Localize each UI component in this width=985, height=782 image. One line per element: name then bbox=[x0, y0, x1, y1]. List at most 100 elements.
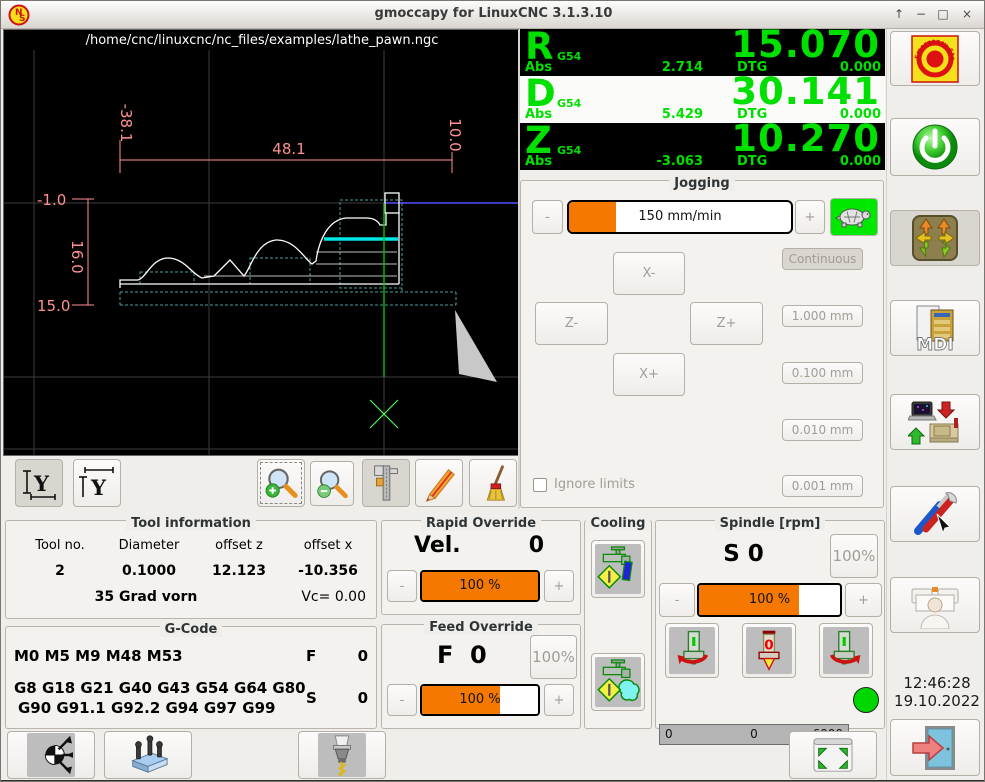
loaded-file-path: /home/cnc/linuxcnc/nc_files/examples/lat… bbox=[85, 33, 439, 48]
emergency-stop-icon: Emergency-Stop bbox=[911, 35, 959, 83]
s-label: S bbox=[306, 689, 317, 707]
rapid-override-bar[interactable]: 100 % bbox=[420, 570, 540, 602]
spindle-right-button[interactable] bbox=[819, 623, 873, 678]
minimize-button[interactable]: − bbox=[915, 7, 927, 21]
f-label: F bbox=[306, 647, 317, 665]
user-settings-button[interactable] bbox=[890, 577, 980, 633]
feed-minus-button[interactable]: - bbox=[387, 684, 417, 716]
jog-increment-1mm-button[interactable]: 1.000 mm bbox=[782, 305, 863, 327]
run-program-icon bbox=[908, 398, 962, 446]
block-height-button[interactable] bbox=[104, 731, 192, 779]
jog-increment-0001mm-button[interactable]: 0.001 mm bbox=[782, 475, 863, 497]
abs-value: 2.714 bbox=[661, 60, 703, 75]
jog-x-minus-button[interactable]: X- bbox=[613, 252, 685, 295]
dimension-y-small-icon: Y bbox=[19, 465, 59, 501]
turtle-speed-button[interactable] bbox=[830, 198, 878, 236]
feed-override-value: 100 % bbox=[459, 692, 501, 708]
range-min: 0 bbox=[665, 727, 673, 741]
abs-label: Abs bbox=[525, 154, 553, 169]
vc-value: Vc= 0.00 bbox=[301, 589, 366, 605]
svg-text:Y: Y bbox=[90, 475, 107, 500]
rapid-minus-button[interactable]: - bbox=[387, 570, 417, 602]
mist-coolant-button[interactable] bbox=[591, 653, 645, 711]
spindle-override-bar[interactable]: 100 % bbox=[697, 583, 842, 617]
touch-off-button[interactable] bbox=[7, 731, 95, 779]
flood-icon bbox=[595, 544, 641, 594]
dro-panel[interactable]: R G54 15.070 Abs 2.714 DTG 0.000 D G54 3… bbox=[520, 23, 885, 170]
tool-no-header: Tool no. bbox=[35, 538, 85, 553]
mdi-mode-button[interactable]: MDI bbox=[890, 300, 980, 356]
maximize-button[interactable]: □ bbox=[937, 7, 949, 21]
jog-increment-001mm-button[interactable]: 0.010 mm bbox=[782, 419, 863, 441]
spindle-left-button[interactable] bbox=[665, 623, 719, 678]
diameter-header: Diameter bbox=[118, 538, 180, 553]
shade-window-button[interactable]: ↑ bbox=[893, 7, 905, 21]
axis-letter: R bbox=[525, 25, 554, 68]
offset-z-header: offset z bbox=[215, 538, 263, 553]
turtle-icon bbox=[834, 203, 874, 231]
active-g-codes-line1: G8 G18 G21 G40 G43 G54 G64 G80 bbox=[14, 679, 306, 697]
pane-separator[interactable] bbox=[518, 30, 520, 509]
ignore-limits-checkbox[interactable] bbox=[533, 478, 547, 492]
abs-value: 5.429 bbox=[661, 107, 703, 122]
tool-settings-button[interactable] bbox=[298, 731, 386, 779]
spindle-minus-button[interactable]: - bbox=[659, 583, 695, 617]
exit-button[interactable] bbox=[890, 719, 980, 776]
dro-row-x[interactable]: R G54 15.070 Abs 2.714 DTG 0.000 bbox=[520, 23, 885, 76]
gcode-title: G-Code bbox=[159, 622, 223, 637]
feed-override-bar[interactable]: 100 % bbox=[420, 684, 540, 716]
abs-label: Abs bbox=[525, 107, 553, 122]
jog-increment-continuous-button[interactable]: Continuous bbox=[782, 248, 863, 270]
measure-tool-button[interactable] bbox=[362, 459, 410, 507]
jog-increment-01mm-button[interactable]: 0.100 mm bbox=[782, 362, 863, 384]
draw-path-button[interactable] bbox=[415, 459, 463, 507]
jog-x-plus-button[interactable]: X+ bbox=[613, 353, 685, 396]
dimension-size-large-button[interactable]: Y bbox=[73, 459, 121, 507]
auto-mode-button[interactable] bbox=[890, 394, 980, 450]
cooling-title: Cooling bbox=[585, 516, 651, 531]
workpiece-icon bbox=[125, 734, 171, 776]
gcode-frame: G-Code M0 M5 M9 M48 M53 F 0 G8 G18 G21 G… bbox=[5, 622, 377, 729]
s-value: 0 bbox=[357, 689, 368, 707]
svg-text:N: N bbox=[15, 8, 23, 18]
jog-speed-bar[interactable]: 150 mm/min bbox=[567, 200, 793, 234]
machine-on-button[interactable] bbox=[890, 118, 980, 176]
dro-row-z[interactable]: Z G54 10.270 Abs -3.063 DTG 0.000 bbox=[520, 117, 885, 170]
active-m-codes: M0 M5 M9 M48 M53 bbox=[14, 647, 183, 665]
dimension-size-small-button[interactable]: Y bbox=[15, 459, 63, 507]
zoom-in-button[interactable] bbox=[257, 459, 305, 507]
titlebar[interactable]: N S gmoccapy for LinuxCNC 3.1.3.10 ↑ − □… bbox=[1, 1, 984, 29]
jog-speed-minus-button[interactable]: - bbox=[532, 200, 563, 234]
clear-plot-button[interactable] bbox=[469, 459, 517, 507]
range-current: 0 bbox=[750, 727, 758, 741]
axis-value: 30.141 bbox=[731, 70, 880, 113]
close-button[interactable]: × bbox=[961, 7, 973, 21]
jog-z-plus-button[interactable]: Z+ bbox=[690, 302, 763, 345]
jog-z-minus-button[interactable]: Z- bbox=[535, 302, 608, 345]
spindle-at-speed-led bbox=[853, 687, 879, 713]
settings-button[interactable] bbox=[890, 486, 980, 542]
rapid-plus-button[interactable]: + bbox=[544, 570, 574, 602]
spindle-plus-button[interactable]: + bbox=[845, 583, 882, 617]
spindle-stop-button[interactable]: 0 bbox=[742, 623, 796, 678]
fullscreen-button[interactable] bbox=[789, 731, 877, 779]
feed-plus-button[interactable]: + bbox=[544, 684, 574, 716]
dim-48-1: 48.1 bbox=[272, 140, 305, 158]
tool-holder-icon bbox=[318, 733, 366, 777]
spindle-reset-button[interactable]: 100% bbox=[830, 534, 878, 578]
gcode-preview[interactable]: /home/cnc/linuxcnc/nc_files/examples/lat… bbox=[3, 29, 520, 456]
manual-mode-button[interactable] bbox=[890, 210, 980, 266]
window-bottom-edge bbox=[1, 780, 984, 781]
tool-cone bbox=[455, 310, 497, 382]
estop-button[interactable]: Emergency-Stop bbox=[890, 31, 980, 86]
jog-speed-plus-button[interactable]: + bbox=[795, 200, 825, 234]
svg-text:S: S bbox=[19, 14, 25, 24]
dro-row-diameter[interactable]: D G54 30.141 Abs 5.429 DTG 0.000 bbox=[520, 70, 885, 123]
zoom-out-button[interactable] bbox=[310, 461, 354, 506]
flood-coolant-button[interactable] bbox=[591, 540, 645, 598]
feed-reset-button[interactable]: 100% bbox=[530, 635, 577, 679]
dimension-y-large-icon: Y bbox=[77, 465, 117, 501]
dim-16-0: 16.0 bbox=[68, 240, 86, 273]
exit-door-icon bbox=[911, 723, 959, 773]
